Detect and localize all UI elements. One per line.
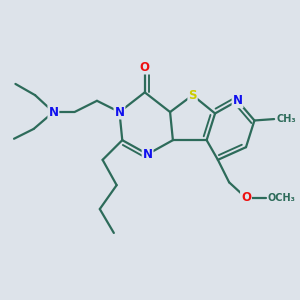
Text: N: N <box>142 148 153 161</box>
Text: S: S <box>188 89 197 102</box>
Text: O: O <box>140 61 150 74</box>
Text: N: N <box>48 106 59 118</box>
Text: N: N <box>115 106 124 118</box>
Text: N: N <box>232 94 243 107</box>
Text: OCH₃: OCH₃ <box>267 193 295 203</box>
Text: O: O <box>241 191 251 204</box>
Text: CH₃: CH₃ <box>277 114 297 124</box>
